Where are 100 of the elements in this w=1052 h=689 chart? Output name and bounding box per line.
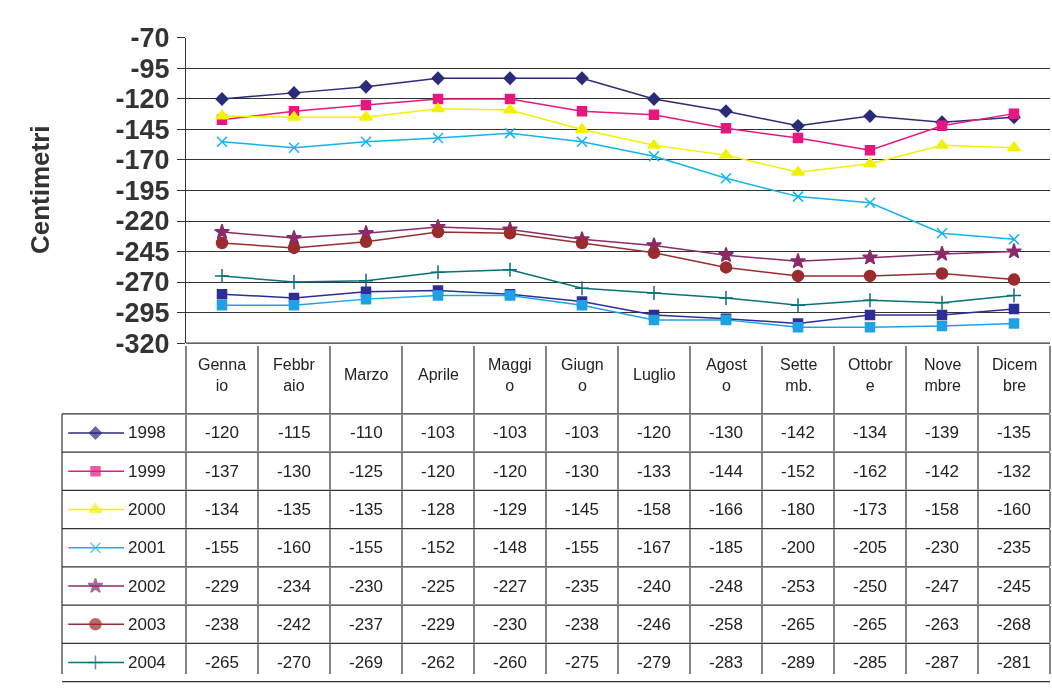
y-tick-label: -220: [115, 206, 170, 237]
data-label: -279: [637, 653, 672, 672]
x-tick-label: Agost o: [706, 356, 748, 394]
data-label: -155: [565, 538, 600, 557]
data-label: -285: [853, 653, 888, 672]
x-tick-label: Nove mbre: [924, 356, 962, 394]
data-label: -130: [565, 462, 600, 481]
data-label: -133: [637, 462, 672, 481]
data-label: -115: [278, 423, 311, 442]
data-label: -158: [637, 500, 672, 519]
legend-label: 1998: [128, 423, 166, 442]
data-label: -160: [997, 500, 1032, 519]
data-label: -258: [709, 615, 744, 634]
data-label: -120: [205, 423, 240, 442]
data-label: -132: [997, 462, 1032, 481]
data-label: -269: [349, 653, 384, 672]
data-label: -281: [997, 653, 1032, 672]
data-label: -155: [205, 538, 240, 557]
data-label: -265: [781, 615, 816, 634]
x-tick-label: Genna io: [198, 356, 247, 394]
data-label: -142: [925, 462, 960, 481]
x-tick-label: Sette mb.: [780, 356, 818, 394]
data-label: -245: [997, 577, 1032, 596]
data-label: -173: [853, 500, 888, 519]
data-label: -134: [853, 423, 888, 442]
data-label: -263: [925, 615, 960, 634]
y-tick-label: -95: [130, 53, 170, 84]
data-label: -130: [709, 423, 744, 442]
x-tick-label: Giugn o: [561, 356, 604, 394]
data-label: -200: [781, 538, 816, 557]
data-label: -238: [565, 615, 600, 634]
data-label: -135: [277, 500, 312, 519]
legend-label: 1999: [128, 462, 166, 481]
data-label: -265: [853, 615, 888, 634]
data-label: -120: [421, 462, 456, 481]
data-label: -148: [493, 538, 528, 557]
data-label: -130: [277, 462, 312, 481]
y-tick-label: -120: [115, 84, 170, 115]
y-axis-title: Centimetri: [24, 125, 55, 255]
legend-label: 2003: [128, 615, 166, 634]
y-tick-label: -195: [115, 175, 170, 206]
data-label: -246: [637, 615, 672, 634]
data-label: -234: [277, 577, 312, 596]
data-label: -287: [925, 653, 960, 672]
data-label: -120: [493, 462, 528, 481]
data-label: -253: [781, 577, 816, 596]
data-label: -247: [925, 577, 960, 596]
data-label: -250: [853, 577, 888, 596]
data-label: -237: [349, 615, 384, 634]
x-tick-label: Maggi o: [488, 356, 532, 394]
data-label: -275: [565, 653, 600, 672]
x-tick-label: Aprile: [418, 366, 460, 383]
data-label: -135: [349, 500, 384, 519]
data-label: -205: [853, 538, 888, 557]
x-tick-label: Febbr aio: [273, 356, 316, 394]
x-tick-label: Marzo: [344, 366, 389, 383]
data-label: -240: [637, 577, 672, 596]
y-tick-label: -320: [115, 328, 170, 359]
data-label: -229: [421, 615, 456, 634]
data-label: -125: [349, 462, 384, 481]
x-tick-label: Dicem bre: [992, 356, 1038, 394]
data-label: -110: [350, 423, 383, 442]
data-label: -289: [781, 653, 816, 672]
data-label: -142: [781, 423, 816, 442]
y-tick-label: -245: [115, 236, 170, 267]
data-label: -152: [781, 462, 816, 481]
data-label: -230: [493, 615, 528, 634]
data-label: -227: [493, 577, 528, 596]
data-label: -144: [709, 462, 744, 481]
data-label: -162: [853, 462, 888, 481]
data-label: -128: [421, 500, 456, 519]
legend-label: 2004: [128, 653, 166, 672]
data-label: -103: [421, 423, 456, 442]
data-label: -134: [205, 500, 240, 519]
data-label: -137: [205, 462, 240, 481]
data-label: -268: [997, 615, 1032, 634]
y-tick-label: -70: [130, 23, 170, 54]
legend-label: 2002: [128, 577, 166, 596]
data-label: -103: [565, 423, 600, 442]
data-label: -230: [925, 538, 960, 557]
legend-label: 2000: [128, 500, 166, 519]
data-label: -139: [925, 423, 960, 442]
data-label: -135: [997, 423, 1032, 442]
data-label: -145: [565, 500, 600, 519]
data-label: -235: [997, 538, 1032, 557]
data-label: -103: [493, 423, 528, 442]
data-label: -262: [421, 653, 456, 672]
data-label: -180: [781, 500, 816, 519]
data-label: -185: [709, 538, 744, 557]
y-tick-label: -295: [115, 298, 170, 329]
y-tick-label: -170: [115, 145, 170, 176]
data-label: -235: [565, 577, 600, 596]
data-label: -238: [205, 615, 240, 634]
data-label: -225: [421, 577, 456, 596]
data-label: -230: [349, 577, 384, 596]
x-tick-label: Ottobr e: [848, 356, 894, 394]
data-label: -166: [709, 500, 744, 519]
data-label: -167: [637, 538, 672, 557]
data-label: -120: [637, 423, 672, 442]
data-label: -283: [709, 653, 744, 672]
